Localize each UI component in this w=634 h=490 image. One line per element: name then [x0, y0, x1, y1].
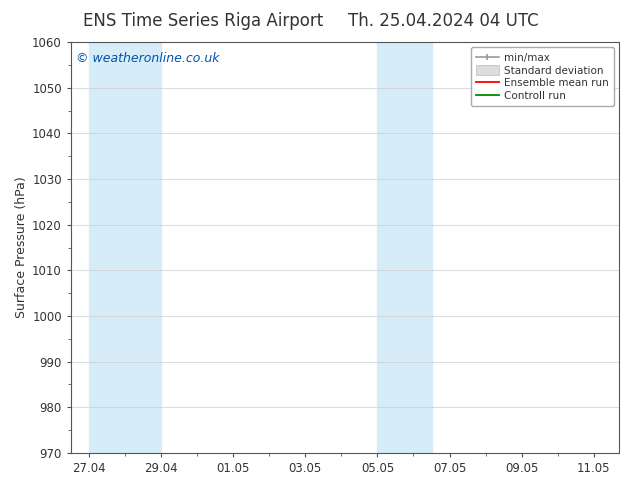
Y-axis label: Surface Pressure (hPa): Surface Pressure (hPa) — [15, 176, 28, 318]
Text: ENS Time Series Riga Airport: ENS Time Series Riga Airport — [83, 12, 323, 30]
Legend: min/max, Standard deviation, Ensemble mean run, Controll run: min/max, Standard deviation, Ensemble me… — [470, 47, 614, 106]
Bar — [89, 42, 161, 453]
Bar — [377, 42, 432, 453]
Text: © weatheronline.co.uk: © weatheronline.co.uk — [77, 52, 220, 65]
Text: Th. 25.04.2024 04 UTC: Th. 25.04.2024 04 UTC — [349, 12, 539, 30]
